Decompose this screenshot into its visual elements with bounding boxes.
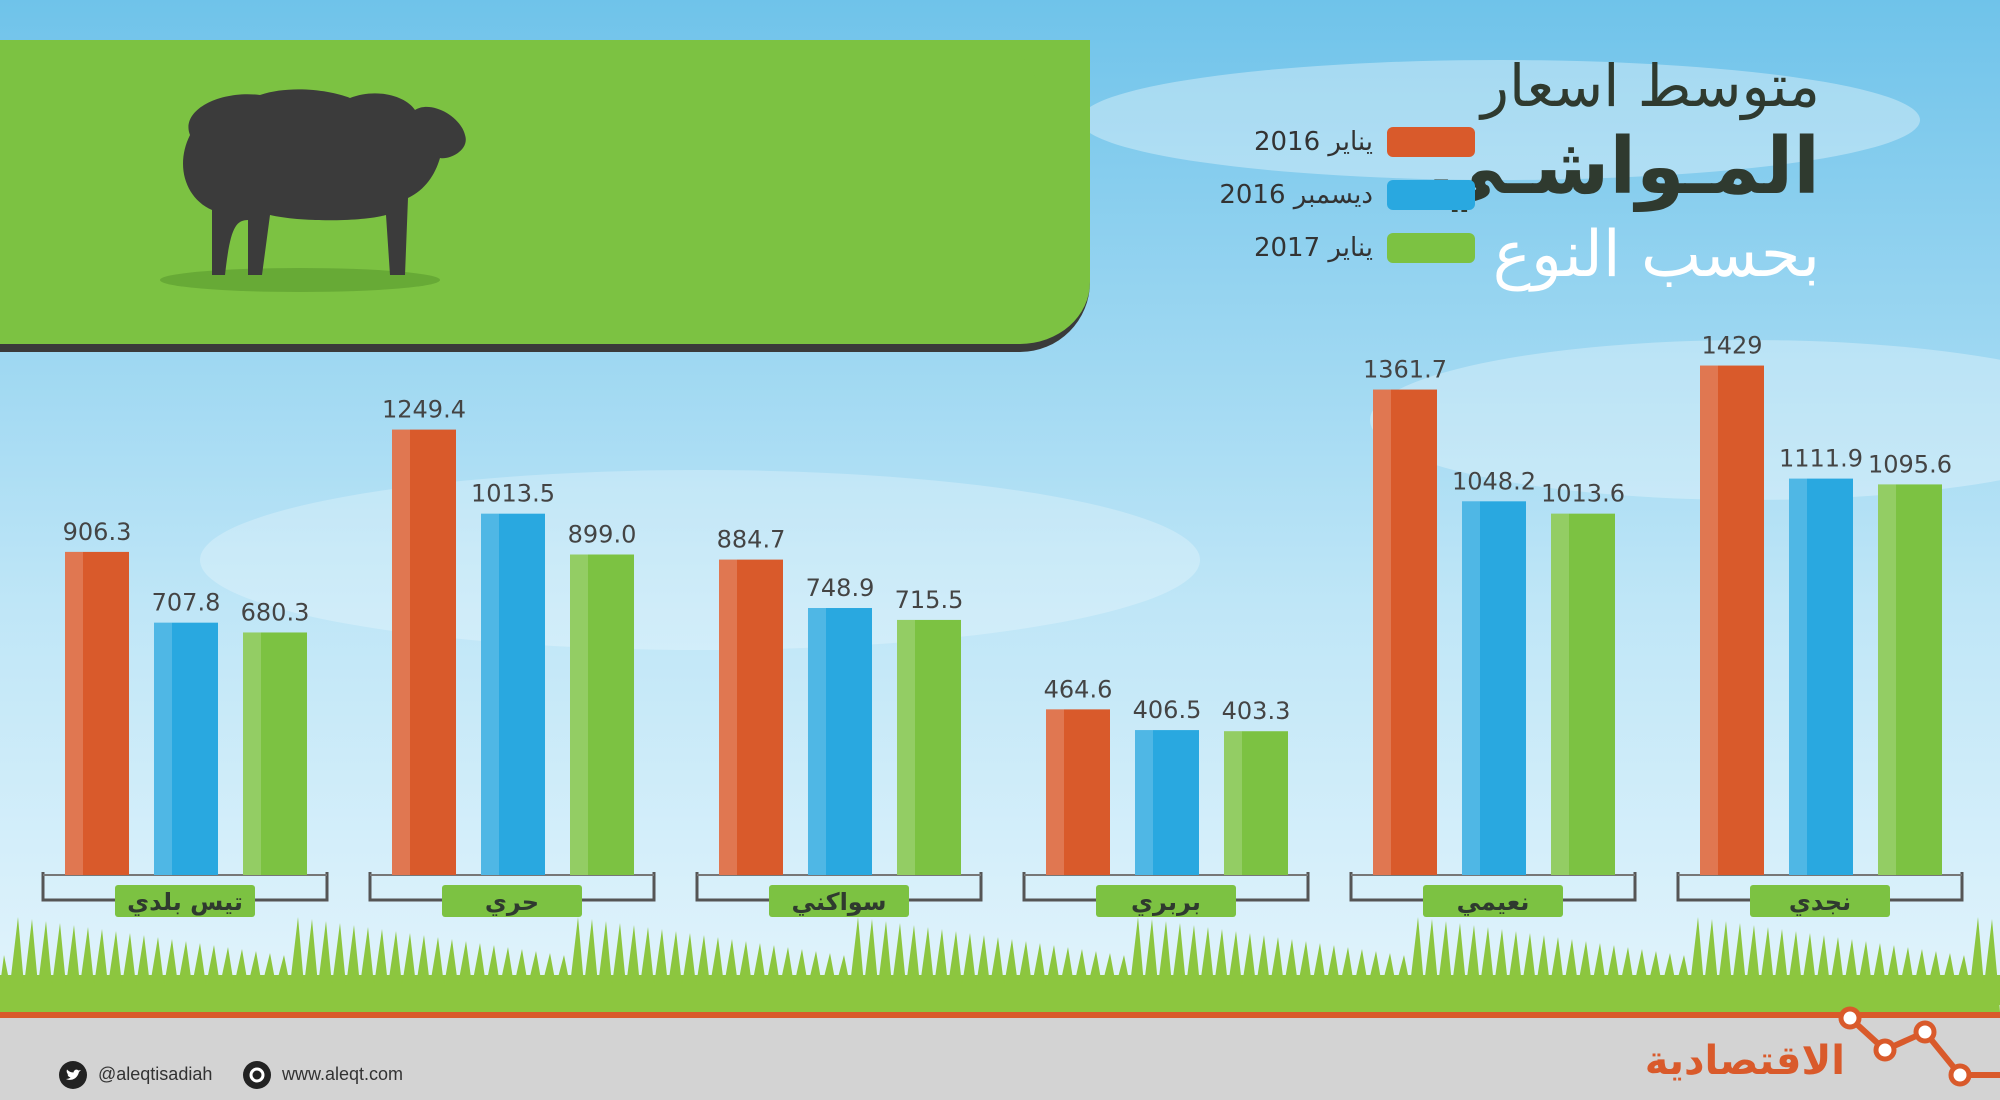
bar: [154, 622, 218, 875]
bar-highlight: [65, 551, 83, 875]
category-label: نجدي: [1789, 888, 1851, 916]
bar: [1373, 389, 1437, 875]
legend-item-2016-jan: يناير 2016: [1254, 125, 1475, 159]
bar-highlight: [1789, 478, 1807, 875]
category-label: تيس بلدي: [127, 888, 243, 916]
title-panel: [0, 40, 1090, 352]
title-line-3: بحسب النوع: [1492, 218, 1820, 292]
data-label: 1249.4: [382, 396, 466, 424]
category-tag: [442, 885, 582, 917]
bar: [719, 559, 783, 875]
bar: [808, 608, 872, 875]
data-label: 1048.2: [1452, 467, 1536, 495]
legend-item-2017-jan: يناير 2017: [1254, 231, 1475, 265]
web-icon: [243, 1061, 271, 1089]
legend-label: ديسمبر 2016: [1219, 180, 1373, 210]
data-label: 899.0: [568, 521, 637, 549]
bar: [1462, 501, 1526, 875]
grass: [0, 917, 2000, 1012]
bar: [1551, 513, 1615, 875]
twitter-icon: [59, 1061, 87, 1089]
bar-highlight: [1462, 501, 1480, 875]
bar-highlight: [1551, 513, 1569, 875]
bar: [1700, 365, 1764, 875]
bar-highlight: [570, 554, 588, 875]
category-tag: [769, 885, 909, 917]
bar-highlight: [719, 559, 737, 875]
title-line-1: متوسط اسعار: [1481, 52, 1820, 120]
data-label: 406.5: [1133, 696, 1202, 724]
data-label: 1013.6: [1541, 480, 1625, 508]
bar: [1224, 731, 1288, 875]
bar-highlight: [481, 513, 499, 875]
data-label: 748.9: [806, 574, 875, 602]
data-label: 1095.6: [1868, 450, 1952, 478]
bar: [243, 632, 307, 875]
legend-swatch: [1387, 180, 1475, 210]
bar-highlight: [1046, 709, 1064, 875]
bar-highlight: [1224, 731, 1242, 875]
bar-highlight: [1700, 365, 1718, 875]
data-label: 680.3: [241, 598, 310, 626]
data-label: 1111.9: [1779, 445, 1863, 473]
data-label: 715.5: [895, 586, 964, 614]
bar-highlight: [392, 429, 410, 875]
category-label: حري: [485, 888, 539, 916]
bar-highlight: [154, 622, 172, 875]
category-label: نعيمي: [1457, 888, 1530, 916]
data-label: 1429: [1701, 332, 1762, 360]
bar-highlight: [1135, 730, 1153, 875]
category-tag: [1096, 885, 1236, 917]
title-line-2: المـواشـي: [1427, 122, 1820, 212]
data-label: 906.3: [63, 518, 132, 546]
data-label: 884.7: [717, 526, 786, 554]
data-label: 707.8: [152, 589, 221, 617]
data-label: 1361.7: [1363, 356, 1447, 384]
category-tag: [1750, 885, 1890, 917]
bar: [65, 551, 129, 875]
data-label: 403.3: [1222, 697, 1291, 725]
bar: [1878, 484, 1942, 875]
bar: [1046, 709, 1110, 875]
bar: [481, 513, 545, 875]
data-label: 464.6: [1044, 675, 1113, 703]
legend-swatch: [1387, 127, 1475, 157]
category-tag: [1423, 885, 1563, 917]
website-link[interactable]: www.aleqt.com: [282, 1064, 404, 1084]
bar: [1135, 730, 1199, 875]
bar-highlight: [808, 608, 826, 875]
bar: [570, 554, 634, 875]
bar-highlight: [897, 619, 915, 875]
bar-highlight: [1878, 484, 1896, 875]
bar: [897, 619, 961, 875]
category-tag: [115, 885, 255, 917]
bar: [1789, 478, 1853, 875]
publisher-logo: الاقتصادية: [1644, 1038, 1845, 1084]
legend-label: يناير 2016: [1253, 127, 1373, 157]
twitter-handle[interactable]: @aleqtisadiah: [98, 1064, 213, 1084]
bar-highlight: [1373, 389, 1391, 875]
sheep-icon: [160, 89, 466, 292]
legend-label: يناير 2017: [1253, 233, 1373, 263]
category-label: بربري: [1131, 888, 1201, 916]
data-label: 1013.5: [471, 480, 555, 508]
bar: [392, 429, 456, 875]
category-label: سواكني: [792, 888, 887, 916]
legend-item-2016-dec: ديسمبر 2016: [1219, 178, 1475, 212]
bar-highlight: [243, 632, 261, 875]
legend-swatch: [1387, 233, 1475, 263]
